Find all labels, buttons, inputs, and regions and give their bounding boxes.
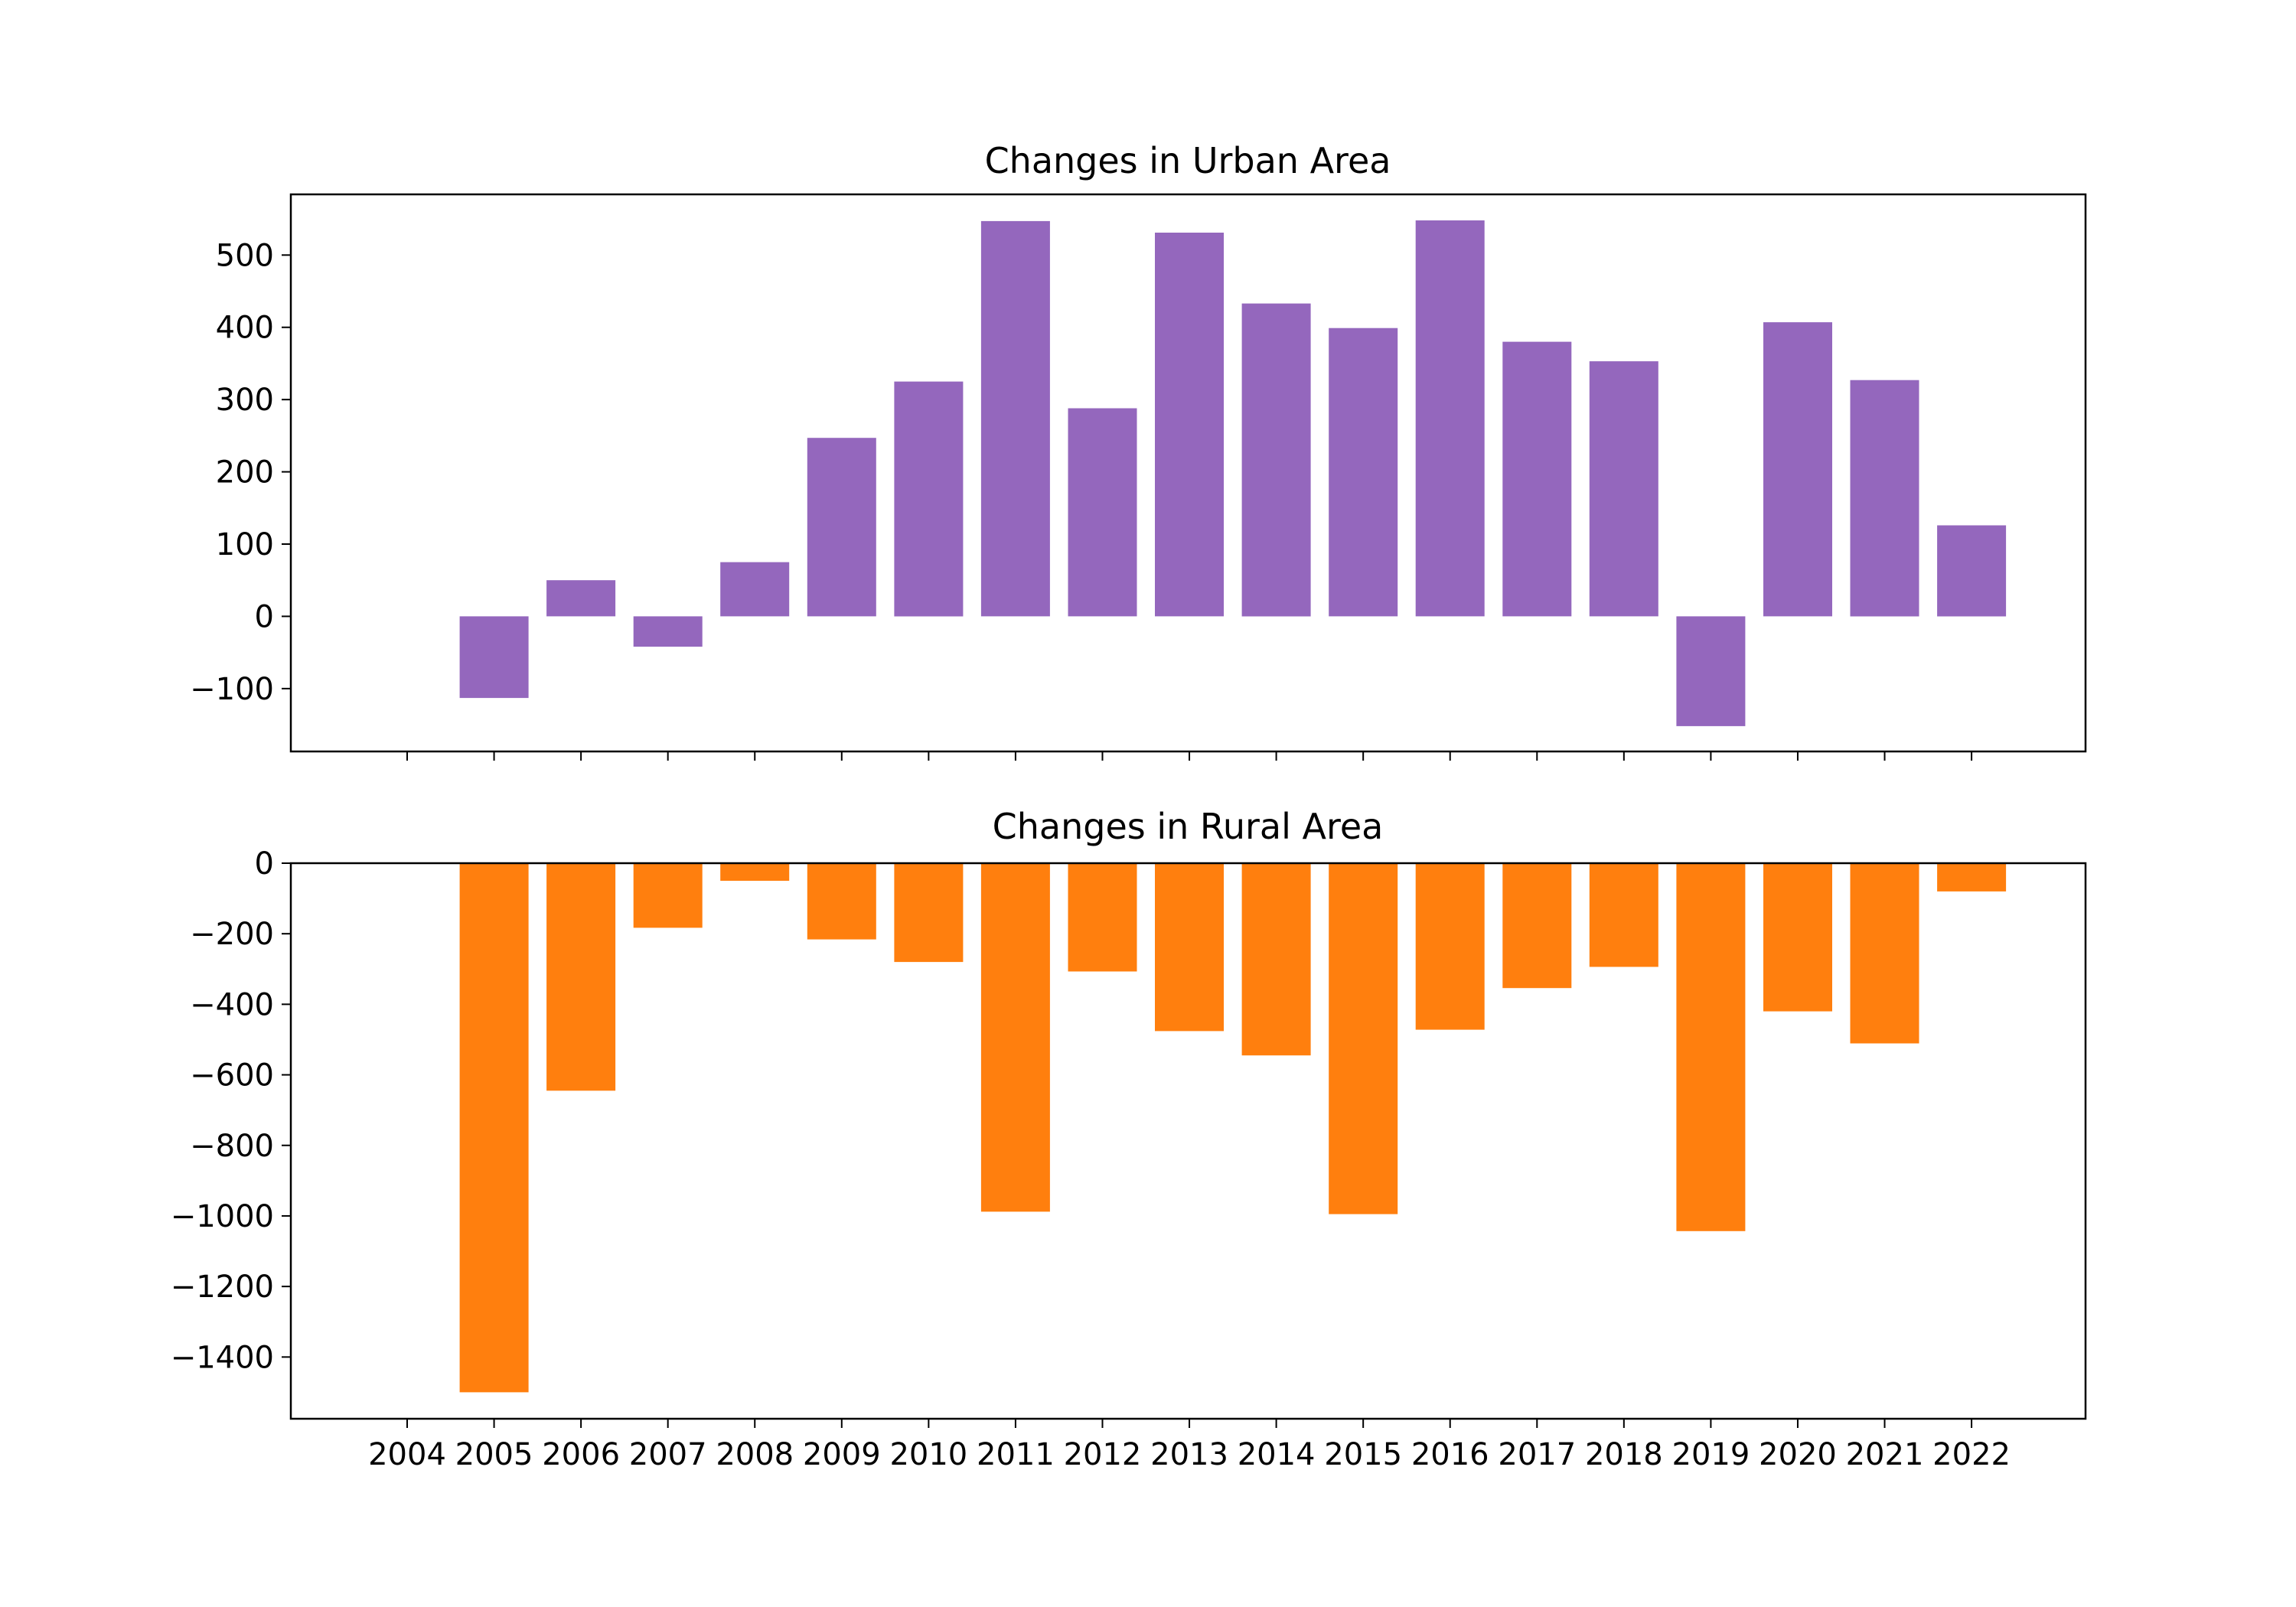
rural-y-tick-label: −800	[190, 1129, 274, 1164]
x-tick-label: 2022	[1932, 1437, 2011, 1472]
urban-bar-2009	[807, 438, 876, 617]
x-tick-label: 2006	[542, 1437, 620, 1472]
rural-y-tick-label: −400	[190, 987, 274, 1022]
x-tick-label: 2010	[889, 1437, 967, 1472]
urban-y-tick-label: 400	[216, 311, 274, 346]
x-tick-label: 2017	[1498, 1437, 1576, 1472]
urban-bar-2012	[1068, 408, 1137, 617]
urban-bar-2015	[1329, 328, 1398, 617]
x-tick-label: 2015	[1324, 1437, 1402, 1472]
urban-bars	[459, 220, 2007, 726]
rural-bar-2016	[1415, 863, 1485, 1030]
x-tick-label: 2008	[716, 1437, 794, 1472]
urban-bar-2014	[1241, 303, 1311, 617]
x-tick-label: 2009	[803, 1437, 881, 1472]
x-tick-label: 2012	[1064, 1437, 1142, 1472]
urban-bar-2008	[720, 562, 790, 617]
urban-bar-2019	[1676, 616, 1746, 726]
rural-bar-2021	[1850, 863, 1919, 1044]
urban-y-tick-label: 300	[216, 383, 274, 418]
urban-y-axis: −100 0 100 200 300 400 500	[190, 238, 291, 707]
x-tick-label: 2018	[1585, 1437, 1663, 1472]
x-tick-label: 2004	[368, 1437, 446, 1472]
rural-bar-2013	[1155, 863, 1224, 1032]
rural-bar-2005	[459, 863, 529, 1393]
rural-bar-2019	[1676, 863, 1746, 1231]
urban-bar-2022	[1937, 525, 2007, 617]
urban-bar-2020	[1763, 322, 1832, 617]
urban-bar-2018	[1589, 361, 1658, 617]
rural-y-axis: −1400 −1200 −1000 −800 −600 −400 −200 0	[171, 846, 291, 1375]
rural-bar-2018	[1589, 863, 1658, 967]
rural-plot-frame	[289, 862, 2087, 1420]
urban-area-panel: Changes in Urban Area −100 0 100 200 300 400 5…	[190, 140, 2087, 761]
rural-y-tick-label: 0	[255, 846, 274, 882]
x-tick-label: 2021	[1846, 1437, 1924, 1472]
urban-bar-2010	[894, 381, 964, 617]
rural-bar-2009	[807, 863, 876, 940]
urban-plot-frame	[289, 193, 2087, 753]
urban-y-tick-label: 500	[216, 238, 274, 273]
rural-bar-2014	[1241, 863, 1311, 1056]
rural-y-tick-label: −1400	[171, 1340, 274, 1375]
urban-y-tick-label: 0	[255, 599, 274, 634]
urban-bar-2016	[1415, 220, 1485, 617]
rural-y-tick-label: −600	[190, 1058, 274, 1094]
urban-bar-2005	[459, 616, 529, 699]
rural-y-tick-label: −1200	[171, 1270, 274, 1305]
x-tick-label: 2020	[1759, 1437, 1837, 1472]
rural-bar-2015	[1329, 863, 1398, 1214]
rural-y-tick-label: −1000	[171, 1199, 274, 1234]
x-tick-label: 2014	[1238, 1437, 1316, 1472]
rural-y-tick-label: −200	[190, 917, 274, 952]
rural-x-axis: 2004 2005 2006 2007 2008 2009 2010 2011 2012 2013…	[368, 1419, 2011, 1472]
urban-y-tick-label: 100	[216, 527, 274, 562]
rural-bar-2007	[633, 863, 703, 928]
rural-bar-2022	[1937, 863, 2007, 892]
urban-y-tick-label: 200	[216, 455, 274, 491]
x-tick-label: 2019	[1672, 1437, 1750, 1472]
rural-bar-2010	[894, 863, 964, 963]
x-tick-label: 2011	[977, 1437, 1055, 1472]
urban-x-axis	[406, 751, 1973, 761]
rural-bar-2012	[1068, 863, 1137, 972]
rural-bar-2011	[980, 863, 1050, 1212]
rural-area-panel: Changes in Rural Area −1400 −1200 −1000 −80…	[171, 806, 2087, 1472]
rural-bar-2006	[546, 863, 616, 1091]
urban-y-tick-label: −100	[190, 672, 274, 707]
urban-bar-2017	[1502, 341, 1572, 617]
rural-bar-2017	[1502, 863, 1572, 989]
x-tick-label: 2007	[629, 1437, 707, 1472]
urban-bar-2006	[546, 580, 616, 617]
rural-bar-2008	[720, 863, 790, 881]
x-tick-label: 2013	[1150, 1437, 1228, 1472]
urban-chart-title: Changes in Urban Area	[985, 140, 1391, 181]
rural-bar-2020	[1763, 863, 1832, 1012]
urban-bar-2021	[1850, 380, 1919, 617]
rural-bars	[459, 863, 2007, 1393]
x-tick-label: 2005	[455, 1437, 533, 1472]
urban-bar-2013	[1155, 233, 1224, 617]
rural-chart-title: Changes in Rural Area	[993, 806, 1384, 847]
urban-bar-2011	[980, 220, 1050, 617]
urban-bar-2007	[633, 616, 703, 647]
x-tick-label: 2016	[1411, 1437, 1489, 1472]
